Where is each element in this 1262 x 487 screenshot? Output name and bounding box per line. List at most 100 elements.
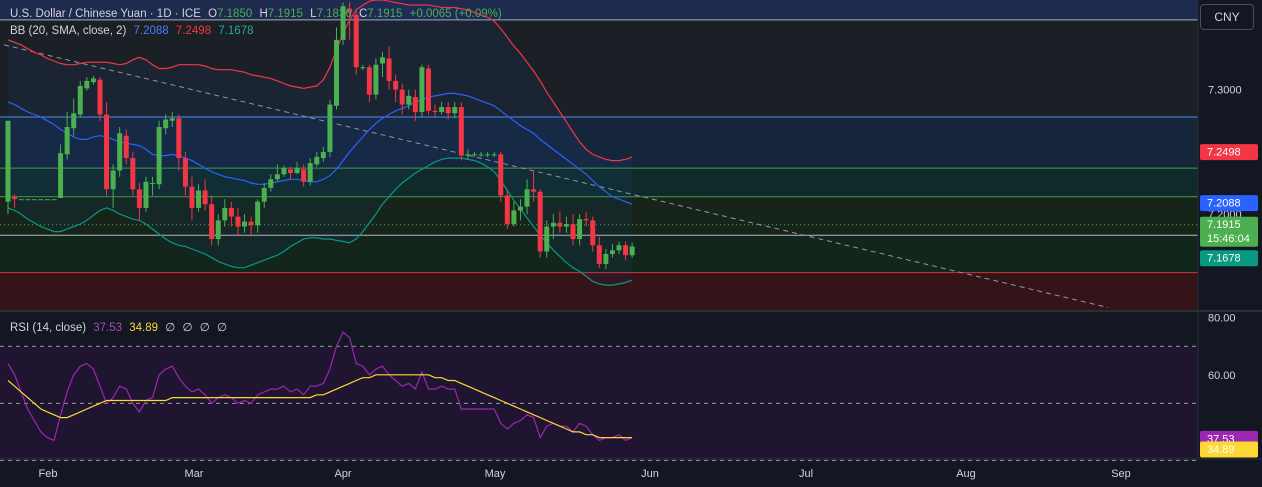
candle-body	[58, 153, 64, 198]
lower-band-badge-text: 7.1678	[1207, 253, 1241, 265]
candle-body	[445, 107, 451, 114]
month-tick-label: Jun	[641, 468, 659, 480]
candle-body	[242, 221, 248, 227]
close-badge-bg	[1200, 216, 1258, 247]
time-axis[interactable]: Feb Mar Apr May Jun Jul Aug Sep	[39, 468, 1131, 480]
month-tick-label: Aug	[956, 468, 976, 480]
candle-body	[393, 80, 399, 90]
upper-band-badge-text: 7.2498	[1207, 147, 1241, 159]
candle-body	[583, 219, 589, 221]
candle-body	[550, 222, 556, 227]
candle-body	[255, 201, 261, 226]
month-tick-label: Jul	[799, 468, 813, 480]
price-tick-label: 7.3000	[1208, 85, 1242, 97]
rsi-empty-1: ∅	[165, 322, 176, 334]
candle-body	[563, 224, 569, 227]
ohlc-low: L7.1836	[310, 8, 352, 20]
candle-body	[77, 85, 83, 115]
rsi-legend[interactable]: RSI (14, close) 37.53 34.89 ∅ ∅ ∅ ∅	[10, 320, 231, 334]
rsi-empty-3: ∅	[199, 322, 210, 334]
candle-body	[379, 57, 385, 64]
ohlc-close: C7.1915	[358, 8, 403, 20]
bb-legend[interactable]: BB (20, SMA, close, 2) 7.2088 7.2498 7.1…	[10, 25, 258, 37]
candle-body	[169, 118, 175, 121]
candle-body	[353, 14, 359, 68]
rsi-ma-line	[7, 374, 633, 439]
candle-body	[301, 169, 307, 182]
candle-body	[498, 154, 504, 196]
candle-body	[596, 245, 602, 264]
candle-body	[235, 216, 241, 227]
bb-upper-line	[7, 0, 633, 162]
candle-body	[5, 120, 11, 202]
price-zone-1	[0, 19, 1198, 118]
candle-body	[347, 8, 353, 13]
candle-body	[222, 207, 228, 221]
candle-body	[386, 58, 392, 81]
candle-body	[432, 110, 438, 113]
lower-band-badge-bg	[1200, 250, 1258, 267]
ohlc-high: H7.1915	[259, 8, 303, 20]
candle-body	[340, 6, 346, 40]
candle-body	[110, 170, 116, 190]
candle-body	[248, 221, 254, 226]
candle-body	[465, 154, 471, 156]
candle-body	[419, 67, 425, 113]
bb-upper-value: 7.2498	[175, 25, 212, 37]
candle-body	[406, 95, 412, 105]
candle-body	[84, 80, 90, 89]
candle-body	[90, 78, 96, 83]
candle-body	[439, 107, 445, 113]
symbol-legend[interactable]: U.S. Dollar / Chinese Yuan · 1D · ICE O7…	[10, 8, 506, 20]
bb-fill	[8, 0, 633, 286]
month-tick-label: Sep	[1111, 468, 1131, 480]
candle-body	[557, 222, 563, 227]
candle-body	[228, 207, 234, 217]
basis-badge-text: 7.2088	[1207, 198, 1241, 210]
rsi-band	[0, 346, 1198, 461]
candle-body	[399, 89, 405, 105]
candle-body	[294, 168, 300, 174]
trendline	[3, 44, 1109, 308]
rsi-empty-4: ∅	[216, 322, 227, 334]
month-tick-label: May	[485, 468, 506, 480]
candle-body	[425, 68, 431, 111]
candle-body	[366, 67, 372, 95]
price-zones	[0, 0, 1198, 310]
currency-button[interactable]: CNY	[1200, 4, 1254, 30]
candle-body	[307, 163, 313, 182]
candle-body	[590, 220, 596, 246]
candle-body	[623, 245, 629, 256]
candle-body	[511, 210, 517, 225]
candle-body	[412, 97, 418, 113]
candle-body	[491, 154, 497, 156]
candle-body	[504, 195, 510, 225]
ohlc-open: O7.1850	[208, 8, 253, 20]
horizontal-levels	[0, 19, 1198, 274]
candle-body	[31, 199, 37, 201]
bb-label: BB (20, SMA, close, 2)	[10, 25, 127, 37]
price-zone-2	[0, 117, 1198, 169]
candle-body	[485, 154, 491, 156]
bb-basis-value: 7.2088	[133, 25, 169, 37]
candle-body	[452, 107, 458, 114]
candle-body	[537, 191, 543, 252]
candle-body	[176, 118, 182, 159]
dashed-trendline	[3, 44, 1109, 308]
bb-lower-value: 7.1678	[218, 25, 254, 37]
candle-body	[373, 64, 379, 95]
candle-body	[25, 199, 31, 201]
month-tick-label: Mar	[185, 468, 204, 480]
bb-basis-line	[7, 92, 633, 205]
candle-body	[123, 135, 129, 159]
close-badge-text: 7.1915	[1207, 219, 1241, 231]
candle-body	[136, 189, 142, 208]
candle-body	[163, 119, 169, 129]
rsi-ma-badge-text: 34.89	[1207, 444, 1235, 456]
candle-body	[130, 158, 136, 190]
rsi-tick-label: 80.00	[1208, 313, 1236, 325]
close-badge-countdown: 15:46:04	[1207, 233, 1250, 245]
last-value-badges: 7.24987.20887.191515:46:047.167837.5334.…	[1200, 144, 1258, 458]
candle-body	[274, 174, 280, 180]
